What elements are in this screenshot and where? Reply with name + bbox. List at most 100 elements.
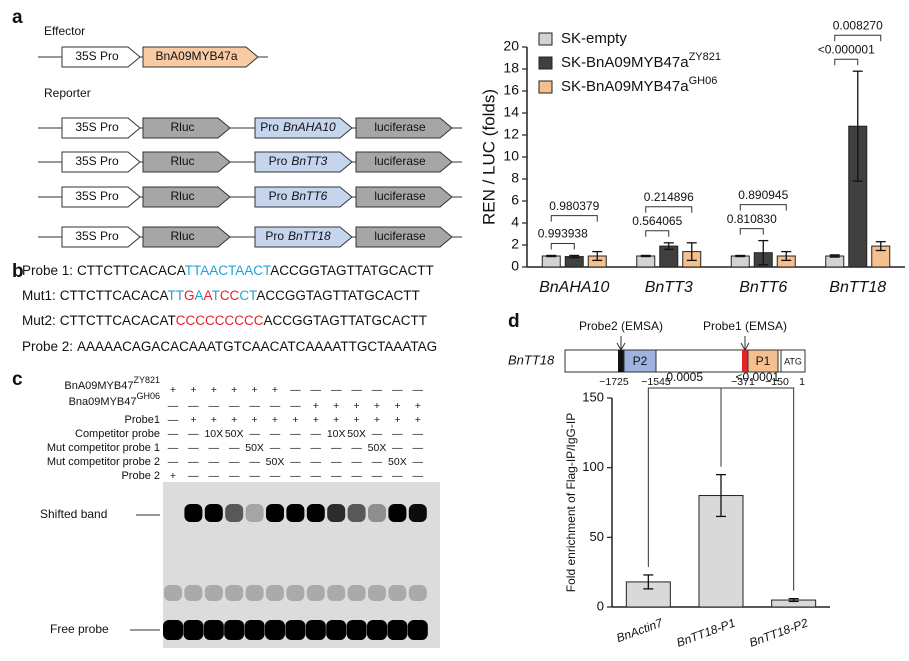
luciferase-label: luciferase	[374, 189, 426, 203]
sequence: Probe 2: AAAAACAGACACAAATGTCAACATCAAAATTG…	[22, 339, 437, 354]
lane-symbol: —	[311, 470, 322, 482]
lane-symbol: +	[374, 414, 380, 426]
lane-symbol: 10X	[204, 428, 223, 440]
lane-symbol: —	[392, 442, 403, 454]
position-label: −150	[765, 376, 789, 388]
gene-promoter-label: Pro BnTT18	[265, 229, 331, 243]
lane-symbol: —	[372, 456, 383, 468]
probe1-site	[742, 350, 748, 372]
y-tick-label: 100	[582, 459, 604, 474]
legend-sup: GH06	[689, 75, 718, 87]
lane-symbol: —	[270, 400, 281, 412]
lane-symbol: +	[252, 414, 258, 426]
legend-swatch	[538, 56, 553, 70]
sequence-segment: CTTCTTCACACA	[60, 288, 169, 303]
promoter-label: 35S Pro	[75, 120, 119, 134]
sequence-segment: TTAACTAACT	[185, 263, 271, 278]
row-label-text: Mut competitor probe 2	[47, 456, 160, 468]
luciferase-label: luciferase	[374, 154, 426, 168]
effector-title: Effector	[44, 24, 85, 38]
lane-symbol: +	[190, 414, 196, 426]
shifted-band	[286, 504, 305, 522]
sequence-segment: CT	[239, 288, 257, 303]
sequence-segment: AAAAACAGACACAAATGTCAACATCAAAATTGCTAAATAG	[77, 339, 437, 354]
lane-symbol: 50X	[368, 442, 387, 454]
probe-label: Probe2 (EMSA)	[579, 319, 663, 333]
lane-symbol: —	[311, 442, 322, 454]
band-label: Free probe	[50, 622, 109, 636]
row-label-sup: GH06	[136, 391, 160, 401]
legend-label: SK-BnA09MYB47aZY821	[561, 51, 721, 71]
lane-symbol: +	[272, 384, 278, 396]
sequence-segment: A	[204, 288, 213, 303]
free-band	[346, 620, 367, 640]
lane-symbol: —	[290, 470, 301, 482]
gene-promoter-shape	[254, 151, 353, 173]
lane-symbol: —	[229, 442, 240, 454]
luciferase-shape	[355, 117, 453, 139]
panel-label: a	[12, 7, 23, 28]
row-label-text: Mut competitor probe 1	[47, 442, 160, 454]
smear	[225, 585, 244, 601]
lane-symbol: 50X	[225, 428, 244, 440]
lane-symbol: +	[170, 470, 176, 482]
lane-symbol: +	[394, 414, 400, 426]
sequence-segment: G	[184, 288, 195, 303]
y-tick-label: 4	[511, 214, 519, 230]
free-band	[367, 620, 387, 640]
rluc-label: Rluc	[170, 189, 194, 203]
smear	[184, 585, 203, 601]
panel-label: c	[12, 369, 23, 390]
reporter-title: Reporter	[44, 86, 91, 100]
lane-symbol: —	[351, 456, 362, 468]
gel-row-label: Competitor probe	[75, 428, 160, 440]
effector-gene-shape	[142, 46, 259, 68]
rluc-shape	[142, 117, 231, 139]
lane-symbol: —	[270, 428, 281, 440]
row-label-text: Competitor probe	[75, 428, 160, 440]
lane-symbol: —	[372, 470, 383, 482]
smear	[164, 585, 182, 601]
lane-symbol: —	[168, 414, 179, 426]
bar	[730, 255, 750, 268]
lane-symbol: —	[209, 400, 220, 412]
lane-symbol: +	[231, 384, 237, 396]
p-value: 0.008270	[833, 18, 883, 32]
p-value: 0.564065	[632, 214, 682, 228]
lane-symbol: 50X	[388, 456, 407, 468]
rluc-shape	[142, 226, 231, 248]
position-label: 1	[799, 376, 805, 388]
gene: BnTT18	[288, 229, 331, 243]
gel-row-label: Mut competitor probe 2	[47, 456, 160, 468]
sequence-segment: ACCGGTAGTTATGCACTT	[270, 263, 434, 278]
y-tick-label: 16	[503, 82, 519, 98]
lane-symbol: —	[331, 456, 342, 468]
legend-label: SK-empty	[561, 30, 627, 47]
shifted-band	[225, 504, 244, 522]
lane-symbol: +	[231, 414, 237, 426]
bar	[636, 255, 656, 268]
lane-symbol: —	[392, 428, 403, 440]
gene-promoter-label: Pro BnTT6	[269, 189, 328, 203]
p-value: 0.890945	[738, 188, 788, 202]
shifted-band	[327, 504, 346, 522]
p-value: 0.0005	[666, 370, 703, 384]
lane-symbol: —	[413, 428, 424, 440]
luciferase-shape	[355, 186, 453, 208]
probe-label: Probe1 (EMSA)	[703, 319, 787, 333]
sequence: Mut2: CTTCTTCACACATCCCCCCCCCACCGGTAGTTATG…	[22, 313, 427, 328]
lane-symbol: —	[331, 470, 342, 482]
box-label: ATG	[784, 356, 802, 366]
position-label: −371	[731, 376, 755, 388]
lane-symbol: —	[209, 456, 220, 468]
significance-bracket	[645, 206, 693, 213]
y-tick-label: 10	[503, 148, 519, 164]
smear	[286, 585, 305, 601]
legend-swatch	[538, 80, 553, 94]
luciferase-label: luciferase	[374, 229, 426, 243]
p-value: <0.000001	[818, 42, 875, 56]
lane-symbol: —	[229, 470, 240, 482]
row-label-text: Probe 2	[121, 470, 160, 482]
lane-symbol: —	[290, 384, 301, 396]
promoter-shape	[61, 117, 141, 139]
